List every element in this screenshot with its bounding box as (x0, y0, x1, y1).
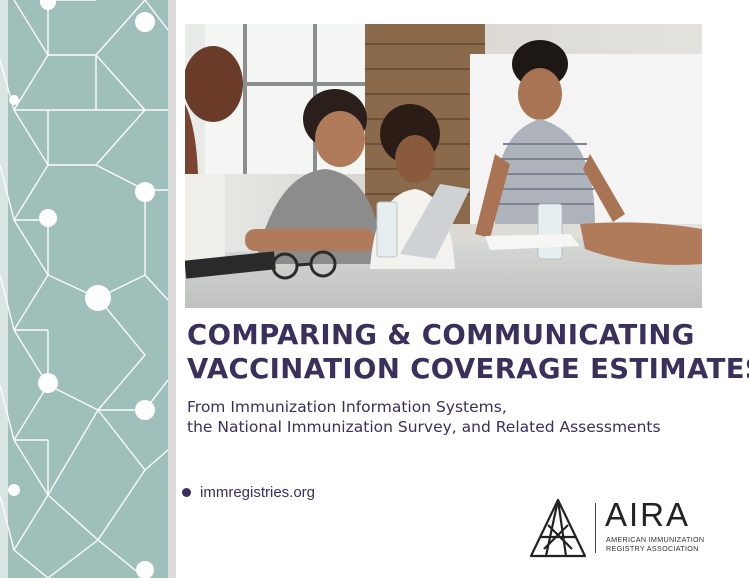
aira-logo: AIRA AMERICAN IMMUNIZATION REGISTRY ASSO… (528, 497, 718, 561)
subtitle-line-1: From Immunization Information Systems, (187, 398, 507, 416)
logo-separator (595, 503, 596, 553)
logo-full-name: AMERICAN IMMUNIZATION REGISTRY ASSOCIATI… (606, 535, 716, 553)
subtitle-line-2: the National Immunization Survey, and Re… (187, 418, 661, 436)
website-text[interactable]: immregistries.org (200, 483, 316, 501)
aira-logo-icon (529, 498, 587, 558)
bullet-dot-icon (182, 487, 191, 497)
divider-bar (168, 0, 176, 578)
cover-photo (185, 24, 702, 308)
document-subtitle: From Immunization Information Systems, t… (187, 397, 727, 437)
website-link[interactable]: immregistries.org (182, 481, 315, 503)
title-line-2: VACCINATION COVERAGE ESTIMATES (187, 353, 749, 385)
document-title: COMPARING & COMMUNICATING VACCINATION CO… (187, 318, 749, 386)
hexagon-network-icon (0, 0, 168, 578)
decorative-hexagon-pattern (0, 0, 168, 578)
logo-acronym: AIRA (605, 496, 691, 533)
logo-name-line-2: REGISTRY ASSOCIATION (606, 544, 699, 553)
logo-name-line-1: AMERICAN IMMUNIZATION (606, 535, 705, 544)
meeting-photo-icon (185, 24, 702, 308)
title-line-1: COMPARING & COMMUNICATING (187, 319, 695, 351)
